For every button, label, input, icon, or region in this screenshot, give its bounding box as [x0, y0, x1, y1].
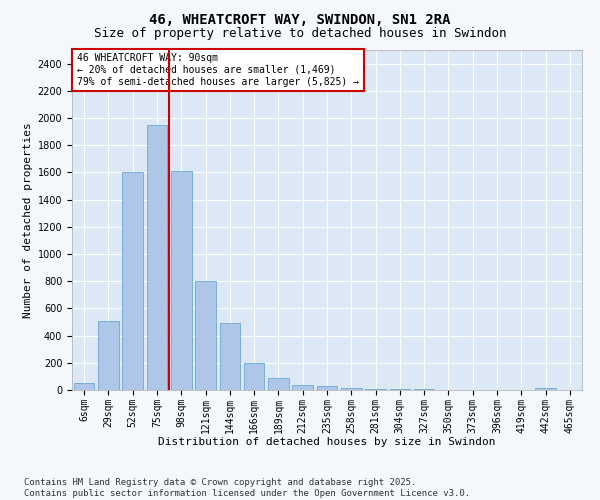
Bar: [244, 363, 265, 390]
Bar: [220, 324, 240, 390]
Bar: [317, 386, 337, 390]
Text: Size of property relative to detached houses in Swindon: Size of property relative to detached ho…: [94, 28, 506, 40]
Bar: [268, 378, 289, 390]
Bar: [535, 388, 556, 390]
Bar: [74, 382, 94, 390]
Y-axis label: Number of detached properties: Number of detached properties: [23, 122, 34, 318]
Bar: [146, 125, 167, 390]
Bar: [171, 171, 191, 390]
Bar: [122, 172, 143, 390]
Bar: [365, 388, 386, 390]
Bar: [389, 389, 410, 390]
Text: Contains HM Land Registry data © Crown copyright and database right 2025.
Contai: Contains HM Land Registry data © Crown c…: [24, 478, 470, 498]
Bar: [195, 281, 216, 390]
X-axis label: Distribution of detached houses by size in Swindon: Distribution of detached houses by size …: [158, 437, 496, 447]
Bar: [341, 388, 362, 390]
Bar: [98, 320, 119, 390]
Text: 46 WHEATCROFT WAY: 90sqm
← 20% of detached houses are smaller (1,469)
79% of sem: 46 WHEATCROFT WAY: 90sqm ← 20% of detach…: [77, 54, 359, 86]
Bar: [292, 384, 313, 390]
Text: 46, WHEATCROFT WAY, SWINDON, SN1 2RA: 46, WHEATCROFT WAY, SWINDON, SN1 2RA: [149, 12, 451, 26]
